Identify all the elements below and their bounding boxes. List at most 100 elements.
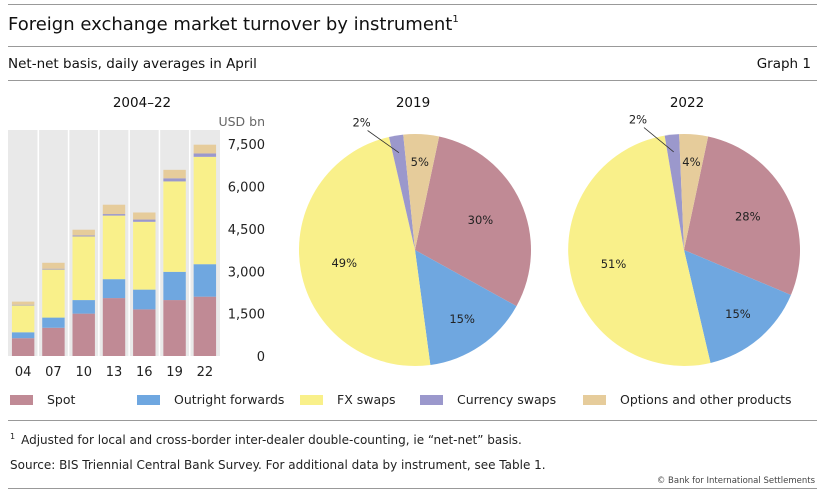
legend: Spot Outright forwards FX swaps Currency… <box>10 392 815 412</box>
legend-label-outright-forwards: Outright forwards <box>174 392 285 407</box>
bar-fx-swaps-07 <box>42 269 65 318</box>
x-tick-label: 10 <box>75 365 92 380</box>
bar-spot-10 <box>72 313 95 356</box>
pie-2019-title: 2019 <box>395 95 431 111</box>
pie-chart-2019: 30% 15% 49% 2% 5% <box>298 115 532 367</box>
chart-title: Foreign exchange market turnover by inst… <box>8 14 459 35</box>
bar-fx-swaps-16 <box>133 221 156 290</box>
footer-rule <box>8 420 817 421</box>
footnote: 1 Adjusted for local and cross-border int… <box>10 432 522 447</box>
top-rule <box>8 4 817 5</box>
bar-outright-forwards-07 <box>42 317 65 328</box>
y-tick-label: 4,500 <box>228 223 265 238</box>
y-tick-label: 7,500 <box>228 138 265 153</box>
graph-number: Graph 1 <box>756 56 811 72</box>
bar-outright-forwards-13 <box>102 279 126 299</box>
bar-options-and-other-products-22 <box>193 144 217 154</box>
y-tick-label: 3,000 <box>228 265 265 280</box>
bar-options-and-other-products-04 <box>11 301 35 305</box>
bar-outright-forwards-16 <box>133 289 156 310</box>
bar-fx-swaps-19 <box>163 181 186 272</box>
legend-swatch-options <box>583 394 606 405</box>
pie-label-options-and-other-products: 4% <box>682 155 700 169</box>
bar-spot-07 <box>42 327 65 356</box>
title-rule <box>8 46 817 47</box>
chart-subtitle: Net-net basis, daily averages in April <box>8 56 257 72</box>
y-axis-unit-label: USD bn <box>218 114 265 129</box>
footnote-marker: 1 <box>10 432 16 441</box>
x-tick-label: 19 <box>166 365 183 380</box>
bar-outright-forwards-19 <box>163 271 186 301</box>
legend-label-spot: Spot <box>47 392 76 407</box>
bar-currency-swaps-13 <box>102 214 126 216</box>
legend-label-currency-swaps: Currency swaps <box>457 392 557 407</box>
pie-label-outright-forwards: 15% <box>725 307 751 321</box>
legend-swatch-spot <box>10 394 33 405</box>
title-footnote-marker: 1 <box>452 14 459 25</box>
bar-outright-forwards-04 <box>11 332 35 339</box>
bar-fx-swaps-22 <box>193 156 217 265</box>
bar-spot-04 <box>11 338 35 356</box>
x-tick-label: 04 <box>15 365 32 380</box>
pie-slice-currency-swaps <box>389 134 415 250</box>
pie-slice-currency-swaps <box>664 134 684 250</box>
pie-leader-line <box>367 130 400 154</box>
bottom-rule <box>8 488 817 489</box>
pie-leader-line <box>643 127 674 153</box>
bar-currency-swaps-10 <box>72 235 95 237</box>
legend-item-currency-swaps: Currency swaps <box>420 392 556 407</box>
bar-outright-forwards-22 <box>193 264 217 297</box>
pie-label-currency-swaps: 2% <box>629 113 647 127</box>
bar-currency-swaps-16 <box>133 219 156 222</box>
legend-label-fx-swaps: FX swaps <box>337 392 396 407</box>
chart-title-text: Foreign exchange market turnover by inst… <box>8 14 453 35</box>
stacked-bar-chart: 04 07 10 13 16 19 22 0 1,500 3,000 4,500 6,000 7,500… <box>8 114 265 380</box>
legend-item-fx-swaps: FX swaps <box>300 392 396 407</box>
y-tick-label: 0 <box>257 350 265 365</box>
bar-currency-swaps-22 <box>193 153 217 157</box>
pie-slice-spot <box>684 136 801 295</box>
pie-slice-spot <box>415 136 532 307</box>
pie-label-options-and-other-products: 5% <box>411 155 429 169</box>
legend-label-options: Options and other products <box>620 392 792 407</box>
pie-label-fx-swaps: 49% <box>331 256 357 270</box>
bar-fx-swaps-10 <box>72 236 95 301</box>
footnote-text: Adjusted for local and cross-border inte… <box>21 433 522 447</box>
bar-panel-title: 2004–22 <box>112 95 172 111</box>
pie-slice-outright-forwards <box>415 250 517 365</box>
source-note: Source: BIS Triennial Central Bank Surve… <box>10 458 546 472</box>
bar-options-and-other-products-16 <box>133 212 156 220</box>
legend-swatch-currency-swaps <box>420 394 443 405</box>
bar-spot-22 <box>193 296 217 356</box>
y-tick-label: 6,000 <box>228 181 265 196</box>
x-tick-label: 16 <box>136 365 153 380</box>
legend-item-spot: Spot <box>10 392 75 407</box>
x-tick-label: 13 <box>106 365 123 380</box>
bar-spot-16 <box>133 309 156 356</box>
bar-spot-19 <box>163 300 186 356</box>
bar-currency-swaps-07 <box>42 268 65 270</box>
pie-chart-2022: 28% 15% 51% 2% 4% <box>568 113 801 366</box>
bar-options-and-other-products-07 <box>42 262 65 269</box>
y-tick-label: 1,500 <box>228 308 265 323</box>
pie-slice-options-and-other-products <box>679 133 709 250</box>
copyright: © Bank for International Settlements <box>656 476 815 486</box>
pie-label-spot: 30% <box>468 213 494 227</box>
subtitle-rule <box>8 80 817 81</box>
pie-slice-fx-swaps <box>298 136 431 367</box>
bar-outright-forwards-10 <box>72 300 95 314</box>
bar-spot-13 <box>102 298 126 356</box>
pie-label-fx-swaps: 51% <box>601 257 627 271</box>
legend-item-options: Options and other products <box>583 392 792 407</box>
pie-slice-outright-forwards <box>684 250 791 363</box>
bar-currency-swaps-04 <box>11 304 35 306</box>
bar-options-and-other-products-10 <box>72 229 95 236</box>
legend-item-outright-forwards: Outright forwards <box>137 392 284 407</box>
bar-currency-swaps-19 <box>163 178 186 182</box>
bar-fx-swaps-04 <box>11 305 35 333</box>
legend-swatch-outright-forwards <box>137 394 160 405</box>
pie-label-spot: 28% <box>735 210 761 224</box>
legend-swatch-fx-swaps <box>300 394 323 405</box>
x-tick-label: 22 <box>197 365 214 380</box>
x-tick-label: 07 <box>45 365 62 380</box>
